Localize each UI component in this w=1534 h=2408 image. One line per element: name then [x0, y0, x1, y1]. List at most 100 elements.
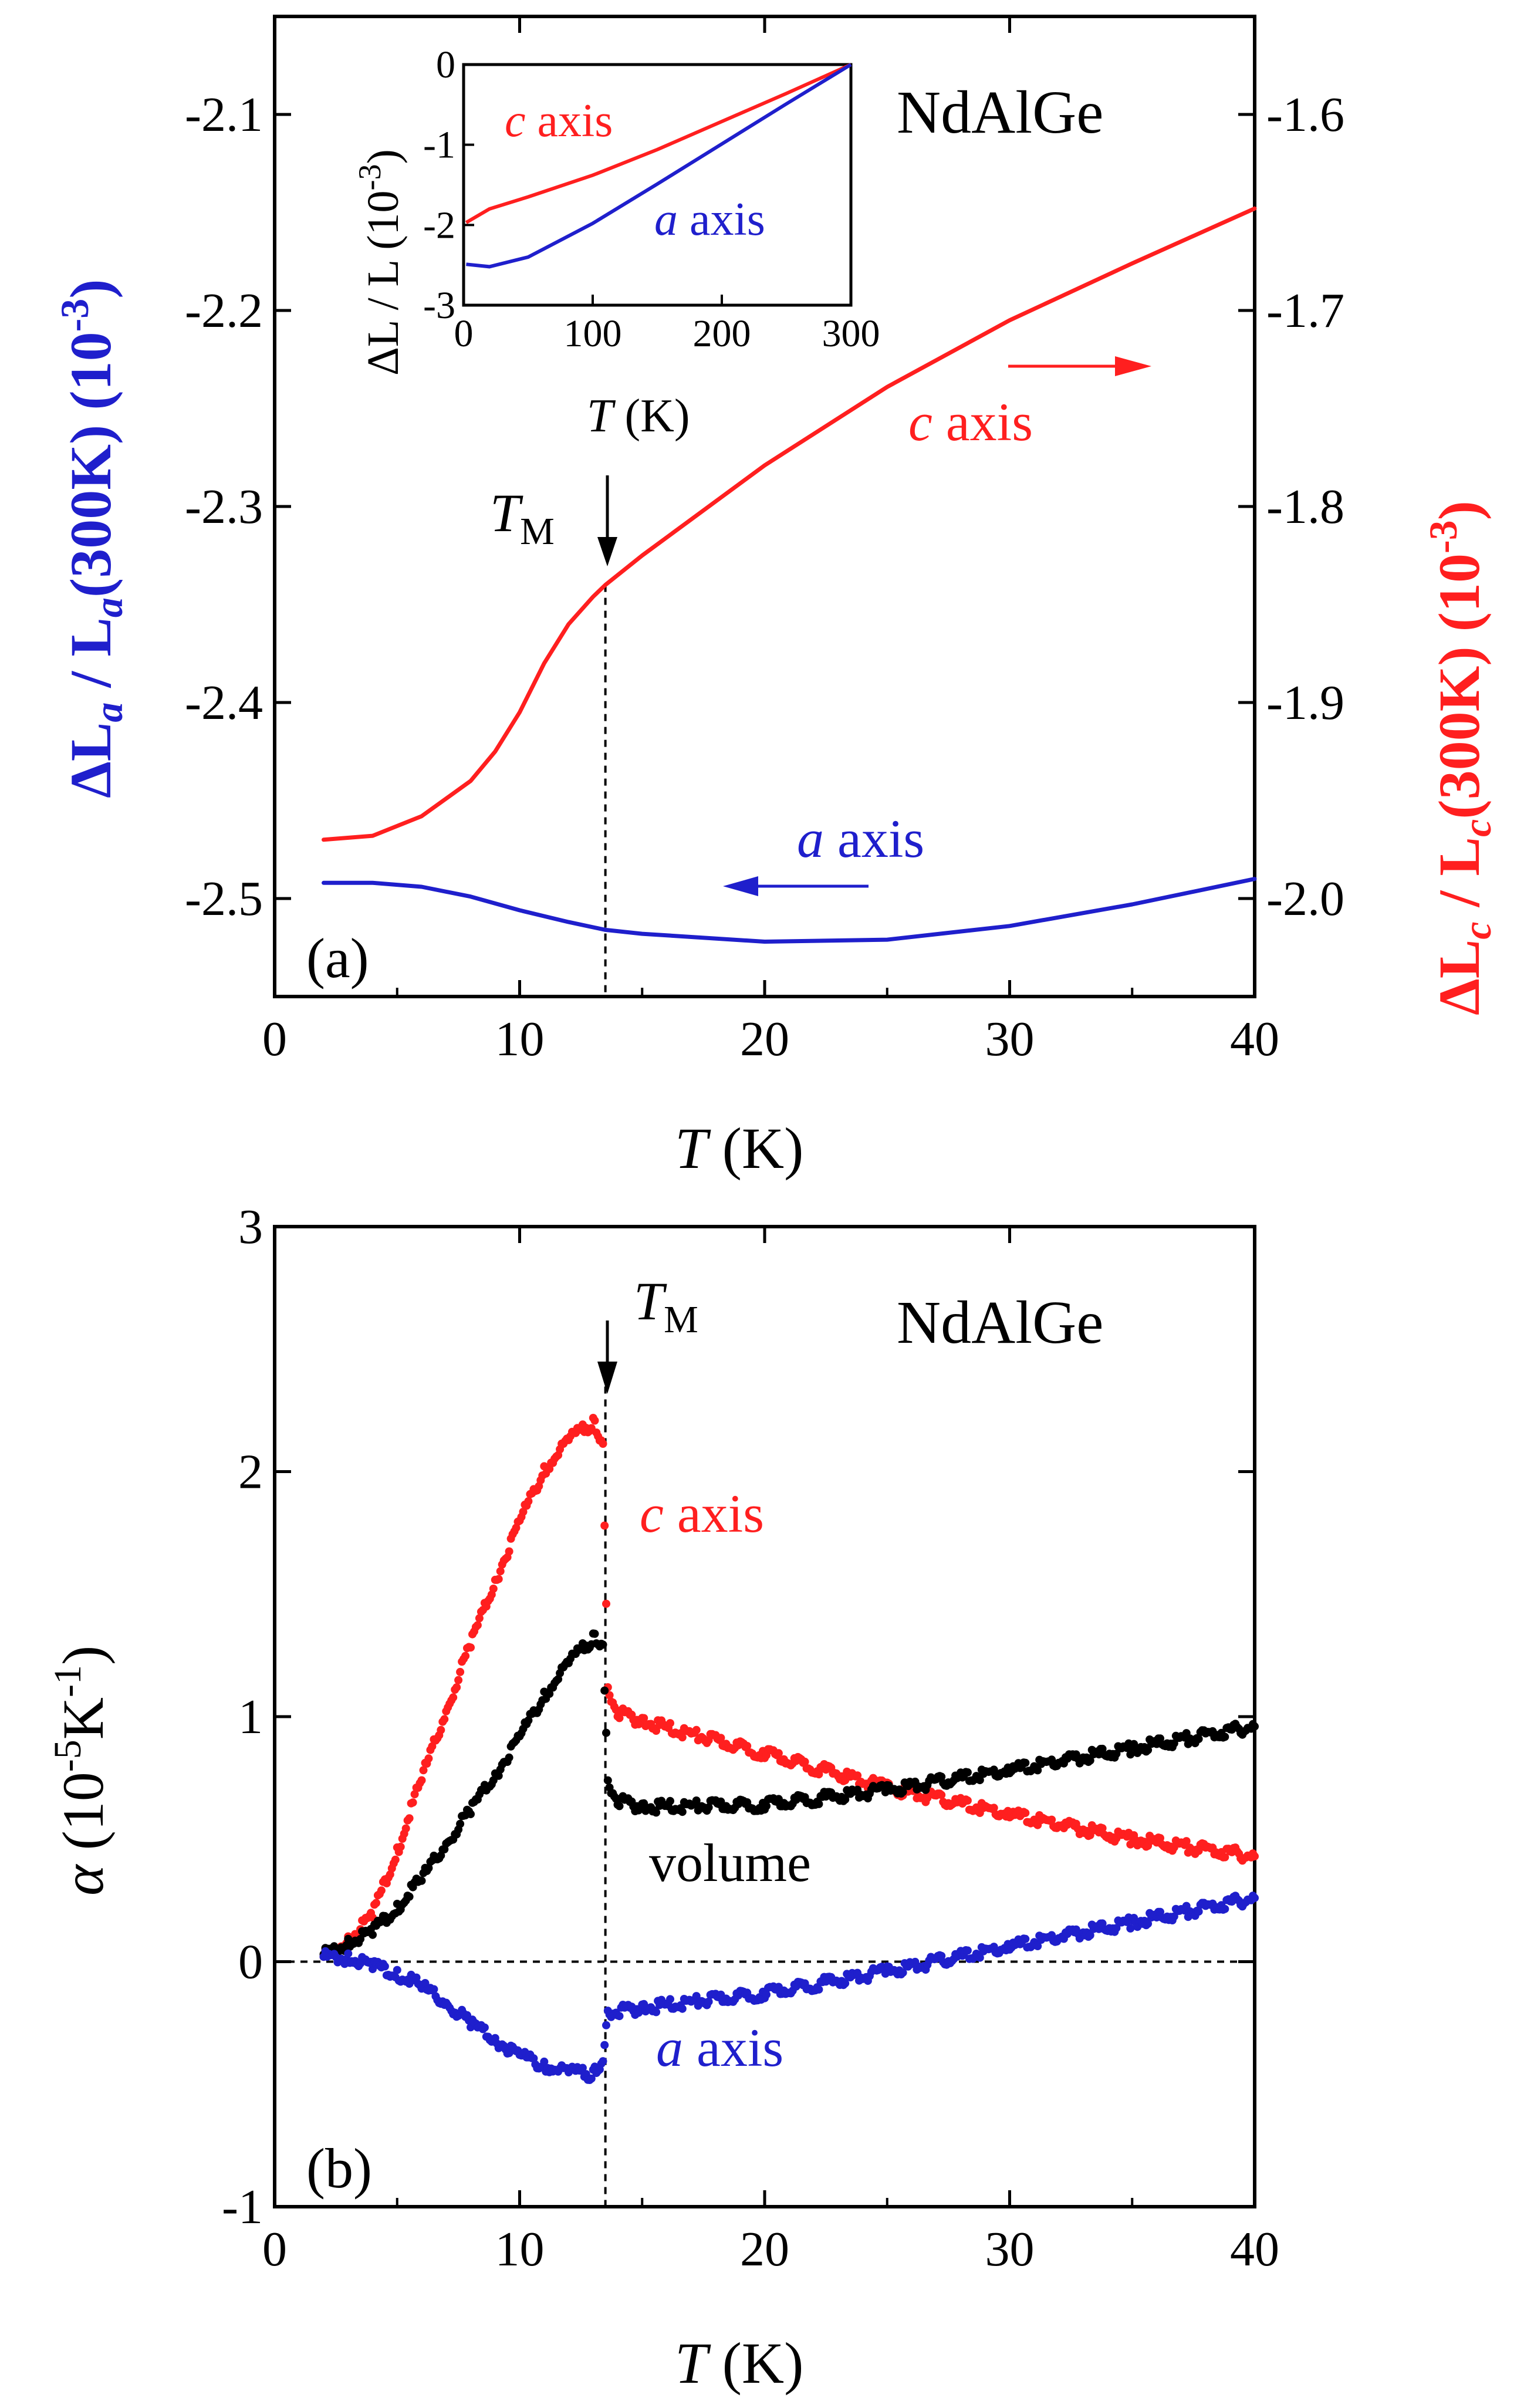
- panel-b-data-point: [461, 1652, 470, 1660]
- panel-a-x-tick-label: 30: [985, 1012, 1035, 1066]
- panel-b-data-point: [419, 1766, 428, 1775]
- panel-b-x-tick-label: 10: [495, 2222, 545, 2277]
- panel-b-y-tick-label: 1: [238, 1690, 263, 1744]
- panel-b-data-point: [480, 2023, 489, 2032]
- panel-a-right-y-tick-label: -1.6: [1266, 87, 1344, 142]
- panel-a-right-y-tick-label: -1.9: [1266, 676, 1344, 730]
- inset-x-tick-label: 200: [693, 312, 751, 355]
- panel-a-left-y-tick-label: -2.4: [185, 676, 263, 730]
- panel-b-data-point: [615, 1802, 624, 1811]
- inset-x-tick-label: 300: [822, 312, 880, 355]
- panel-b-data-point: [599, 1440, 607, 1448]
- panel-b-data-point: [467, 1810, 475, 1819]
- panel-b-x-tick-label: 20: [740, 2222, 789, 2277]
- panel-a-frame: [273, 15, 1256, 998]
- panel-b-data-point: [774, 1749, 783, 1758]
- inset-tick-labels: 0 100 200 300 0 -1 -2 -3: [423, 43, 880, 355]
- panel-a-right-y-tick-label: -1.7: [1266, 283, 1344, 338]
- panel-a-c-axis-annotation: c axis: [908, 356, 1151, 452]
- panel-b-data-point: [430, 1985, 438, 1994]
- panel-a-inset: 0 100 200 300 0 -1 -2 -3 c axis a axis T (K) ΔL…: [352, 43, 880, 442]
- panel-b-data-point: [600, 1521, 609, 1530]
- inset-x-tick-label: 100: [564, 312, 622, 355]
- panel-b-y-axis-label: α (10-5K-1): [46, 1646, 116, 1896]
- panel-b-data-point: [545, 1690, 554, 1698]
- panel-b-data-point: [704, 1803, 713, 1812]
- panel-b-y-tick-label: 2: [238, 1445, 263, 1499]
- panel-b-data-point: [692, 1796, 701, 1805]
- panel-b-transition-marker: TM: [597, 1271, 698, 1394]
- panel-b-data-point: [410, 1790, 419, 1799]
- panel-b-series-a-axis: [319, 1892, 1259, 2084]
- panel-a-left-y-tick-label: -2.3: [185, 479, 263, 534]
- panel-b-data-point: [937, 1772, 946, 1781]
- panel-b-data-points: [319, 1414, 1259, 2084]
- panel-a-a-axis-curve: [322, 877, 1257, 944]
- panel-b-data-point: [1086, 1931, 1094, 1940]
- panel-b-data-point: [853, 1771, 862, 1780]
- panel-b-data-point: [424, 1864, 433, 1872]
- panel-b-data-point: [704, 1997, 713, 2006]
- panel-b-data-point: [963, 1946, 972, 1955]
- panel-b-x-tick-label: 0: [262, 2222, 287, 2277]
- panel-b-ticks: [273, 1225, 1256, 2208]
- panel-b-data-point: [1126, 1924, 1135, 1933]
- panel-b-data-point: [1048, 1815, 1056, 1824]
- panel-b-data-point: [666, 1719, 674, 1728]
- panel-b-data-point: [963, 1796, 972, 1805]
- panel-b-data-point: [590, 1629, 599, 1638]
- panel-b-x-tick-label: 40: [1230, 2222, 1279, 2277]
- panel-b-x-tick-label: 30: [985, 2222, 1035, 2277]
- panel-b-data-point: [1144, 1919, 1153, 1928]
- panel-a-c-axis-curve: [322, 206, 1257, 842]
- panel-b-data-point: [454, 1676, 463, 1684]
- inset-y-tick-label: 0: [436, 43, 455, 86]
- panel-a-panel-label: (a): [306, 927, 369, 989]
- panel-b-data-point: [393, 1965, 401, 1974]
- panel-b-data-point: [800, 1757, 809, 1766]
- panel-b-data-point: [678, 2004, 687, 2013]
- panel-b-data-point: [524, 1716, 533, 1725]
- panel-b-data-point: [524, 1497, 533, 1505]
- panel-b-y-tick-label: 3: [238, 1200, 263, 1254]
- inset-x-axis-label: T (K): [587, 390, 690, 442]
- panel-b-data-point: [1221, 1853, 1229, 1862]
- panel-b-data-point: [1033, 1942, 1042, 1950]
- panel-b-panel-label: (b): [306, 2137, 372, 2200]
- panel-b-data-point: [1194, 1735, 1203, 1743]
- panel-b-data-point: [344, 1949, 353, 1958]
- panel-b-data-point: [602, 1599, 610, 1608]
- panel-b-data-point: [599, 2057, 607, 2066]
- panel-b-data-point: [456, 1667, 465, 1676]
- panel-a-right-y-tick-label: -2.0: [1266, 872, 1344, 926]
- panel-b-data-point: [494, 1771, 503, 1780]
- panel-b-data-point: [1144, 1745, 1153, 1754]
- inset-c-axis-curve: [465, 63, 852, 224]
- panel-b-transition-label: TM: [634, 1271, 698, 1341]
- panel-b-data-point: [815, 1985, 823, 1994]
- down-arrow-icon: [597, 1362, 617, 1394]
- panel-b-data-point: [666, 1796, 674, 1805]
- inset-y-tick-label: -3: [423, 284, 455, 327]
- panel-b-data-point: [372, 1899, 380, 1907]
- panel-b-data-point: [1098, 1824, 1107, 1833]
- panel-b-data-point: [456, 1819, 465, 1828]
- panel-b-data-point: [963, 1768, 972, 1777]
- panel-a-left-y-tick-label: -2.1: [185, 87, 263, 142]
- panel-a-c-axis-label: c axis: [908, 392, 1033, 452]
- panel-b-data-point: [519, 1508, 528, 1516]
- right-arrow-icon: [1115, 356, 1151, 376]
- panel-b-data-point: [401, 1824, 410, 1833]
- panel-b-x-axis-label: T (K): [675, 2331, 803, 2396]
- panel-b-data-point: [692, 1992, 701, 2001]
- panel-b-data-point: [475, 1614, 484, 1623]
- panel-a-x-tick-label: 0: [262, 1012, 287, 1066]
- panel-a-a-axis-label: a axis: [797, 809, 924, 869]
- panel-b-data-point: [467, 1643, 475, 1652]
- panel-b-data-point: [975, 1953, 984, 1962]
- panel-b-y-tick-label: 0: [238, 1935, 263, 1990]
- panel-b-data-point: [600, 1686, 609, 1695]
- panel-a-left-y-tick-label: -2.2: [185, 283, 263, 338]
- panel-b-data-point: [1251, 1722, 1259, 1731]
